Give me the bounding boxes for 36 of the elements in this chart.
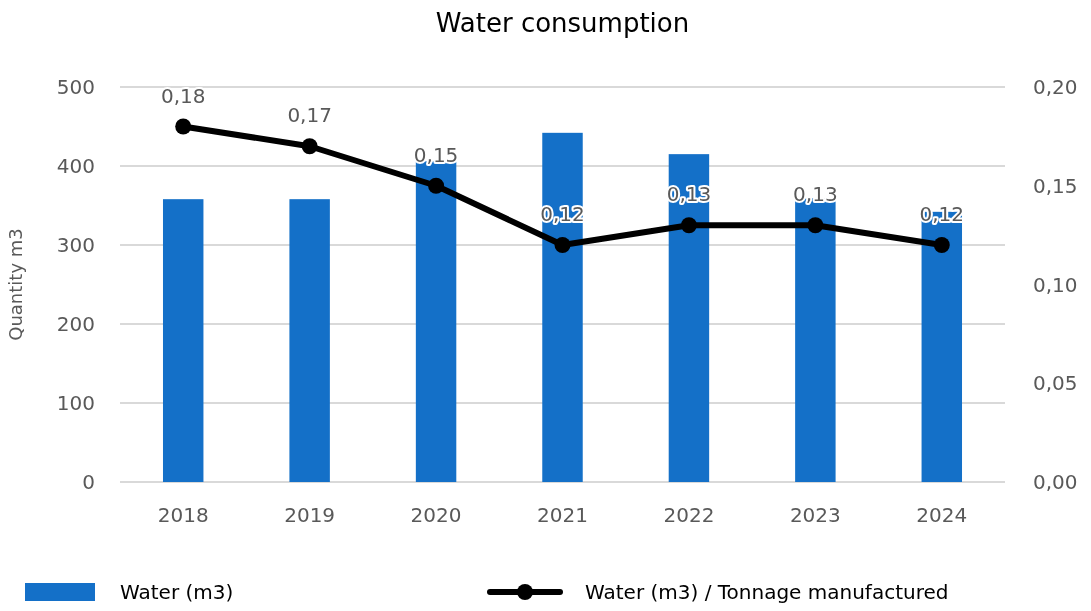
x-tick-label: 2022 xyxy=(663,503,715,527)
y-tick-label: 100 xyxy=(56,391,95,415)
point xyxy=(933,237,950,253)
data-label: 0,18 xyxy=(160,83,206,108)
bar xyxy=(162,199,204,482)
point xyxy=(428,177,445,194)
point xyxy=(554,237,571,253)
x-tick-label: 2021 xyxy=(537,503,588,527)
point xyxy=(301,138,318,155)
legend-label: Water (m3) / Tonnage manufactured xyxy=(585,580,949,604)
bar xyxy=(668,154,710,482)
x-tick-label: 2018 xyxy=(157,503,209,527)
legend-label: Water (m3) xyxy=(120,580,234,604)
y2-tick-label: 0,15 xyxy=(1033,173,1078,198)
bar xyxy=(289,199,330,482)
x-tick-label: 2020 xyxy=(410,503,462,527)
y-tick-label: 0 xyxy=(82,470,95,494)
point xyxy=(680,217,697,234)
y2-tick-label: 0,05 xyxy=(1033,371,1078,396)
x-tick-label: 2023 xyxy=(789,503,841,527)
y2-tick-label: 0,10 xyxy=(1033,272,1078,297)
y-tick-label: 500 xyxy=(56,75,95,99)
y-tick-label: 200 xyxy=(56,312,95,336)
x-tick-label: 2019 xyxy=(284,503,336,527)
point xyxy=(175,118,192,135)
y-tick-label: 300 xyxy=(56,233,95,257)
chart-title: Water consumption xyxy=(435,8,690,38)
data-label: 0,17 xyxy=(287,103,332,128)
y2-tick-label: 0,00 xyxy=(1033,470,1078,494)
y-axis-title: Quantity m3 xyxy=(5,228,26,341)
bar xyxy=(542,132,583,482)
x-tick-label: 2024 xyxy=(916,503,968,527)
y-tick-label: 400 xyxy=(56,154,95,178)
data-label: 0,15 xyxy=(413,142,459,167)
y2-tick-label: 0,20 xyxy=(1033,75,1078,99)
point xyxy=(807,217,824,234)
